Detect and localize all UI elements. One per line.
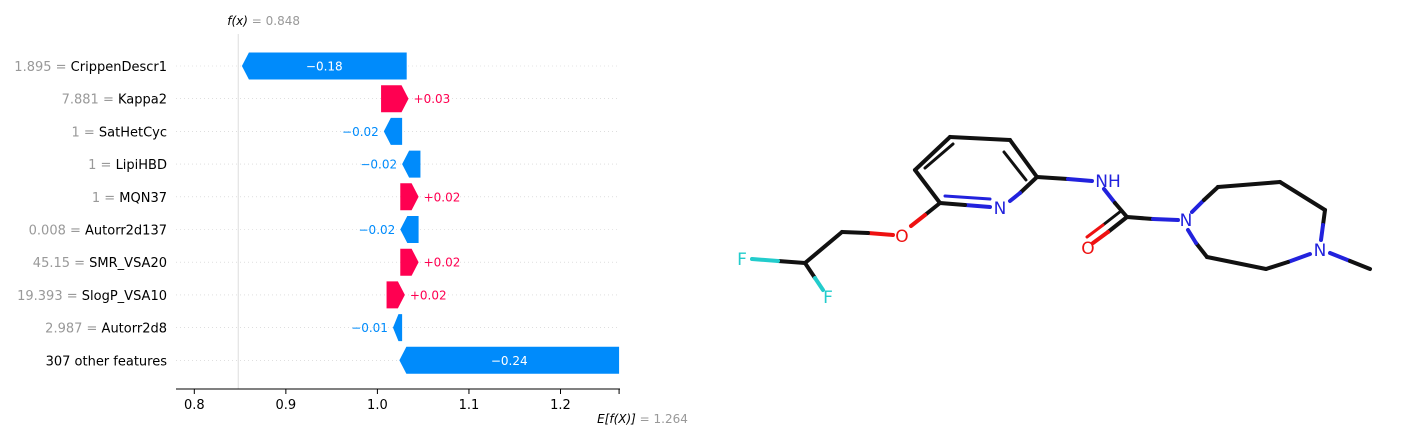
shap-waterfall-chart: f(x) = 0.848 −0.18 1.895 = CrippenDescr1 +0… xyxy=(14,14,688,426)
feature-label: 7.881 = Kappa2 xyxy=(62,93,167,108)
bar-autorr2d137 xyxy=(400,216,419,243)
bar-value-label: +0.02 xyxy=(424,256,461,270)
x-tick-label: 1.0 xyxy=(367,398,388,413)
x-tick-label: 1.1 xyxy=(459,398,480,413)
atom-label-n-pyridine: N xyxy=(994,199,1007,219)
x-tick-label: 0.9 xyxy=(276,398,297,413)
ex-label: E[f(X)] = 1.264 xyxy=(597,412,688,426)
atom-label-n-ring-1: N xyxy=(1180,211,1193,231)
x-tick-label: 1.2 xyxy=(550,398,571,413)
bar-slogp-vsa10 xyxy=(386,281,405,309)
atom-label-o-ether: O xyxy=(895,227,908,247)
feature-label: 1 = LipiHBD xyxy=(88,158,167,173)
feature-label: 2.987 = Autorr2d8 xyxy=(45,322,167,337)
atom-label-f-1: F xyxy=(737,250,747,270)
feature-label: 0.008 = Autorr2d137 xyxy=(29,224,167,239)
bar-value-label: +0.03 xyxy=(414,92,451,106)
bar-sathetcyc xyxy=(383,117,403,145)
bar-value-label: +0.02 xyxy=(410,288,447,302)
bar-value-label: +0.02 xyxy=(424,190,461,204)
bar-value-label: −0.02 xyxy=(359,223,396,237)
feature-label: 19.393 = SlogP_VSA10 xyxy=(17,289,167,304)
bar-value-label: −0.18 xyxy=(306,60,343,74)
x-tick-label: 0.8 xyxy=(184,398,205,413)
bar-mqn37 xyxy=(400,183,419,211)
bar-smr-vsa20 xyxy=(400,248,419,276)
fx-label: f(x) = 0.848 xyxy=(227,14,300,28)
bar-value-label: −0.02 xyxy=(360,158,397,172)
bar-crippendescr1 xyxy=(241,52,407,80)
bar-value-label: −0.02 xyxy=(342,125,379,139)
bar-307-other-features xyxy=(399,346,620,374)
atom-label-f-2: F xyxy=(823,288,833,308)
atom-label-o-carbonyl: O xyxy=(1081,239,1094,259)
bar-autorr2d8 xyxy=(392,314,403,342)
bar-value-label: −0.01 xyxy=(351,321,388,335)
bar-lipihbd xyxy=(402,150,421,178)
feature-label: 1 = SatHetCyc xyxy=(71,125,167,140)
feature-label: 307 other features xyxy=(46,354,168,369)
atom-label-nh: NH xyxy=(1095,172,1121,192)
feature-label: 1 = MQN37 xyxy=(92,191,167,206)
feature-label: 1.895 = CrippenDescr1 xyxy=(14,60,167,75)
bar-kappa2 xyxy=(381,85,409,113)
molecule-structure: N NH O N O N F F xyxy=(737,135,1372,308)
bar-value-label: −0.24 xyxy=(491,354,528,368)
atom-label-n-ring-2: N xyxy=(1314,241,1327,261)
feature-label: 45.15 = SMR_VSA20 xyxy=(33,256,167,271)
